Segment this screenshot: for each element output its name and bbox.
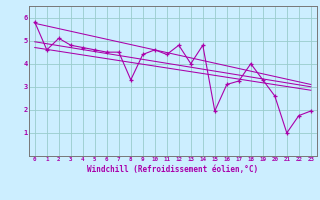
X-axis label: Windchill (Refroidissement éolien,°C): Windchill (Refroidissement éolien,°C)	[87, 165, 258, 174]
